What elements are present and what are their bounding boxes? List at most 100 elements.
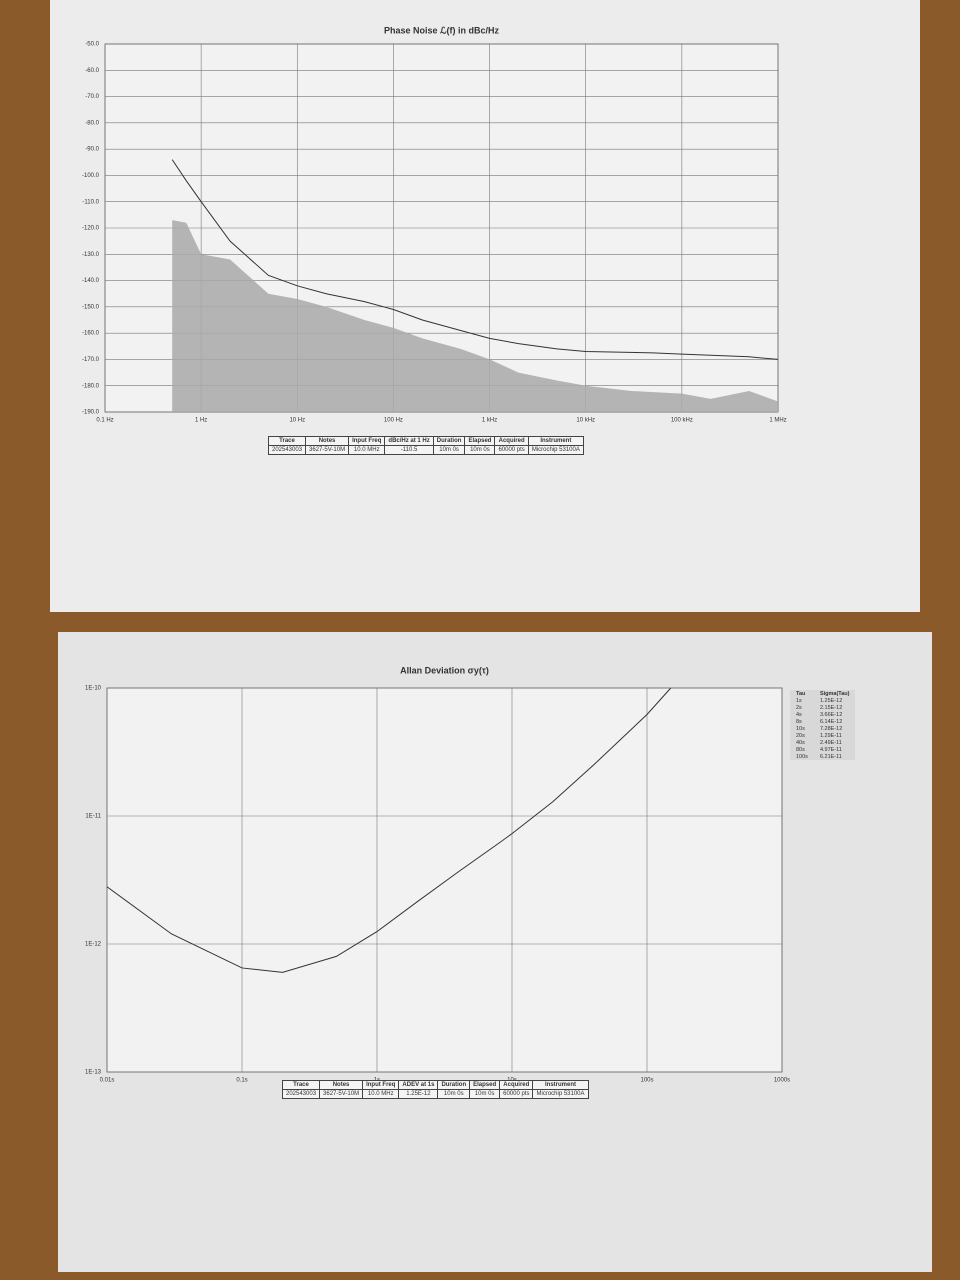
header-cell: Sigma(Tau) — [819, 690, 850, 697]
table-header: Tau Sigma(Tau) — [790, 690, 855, 697]
y-tick-label: -110.0 — [82, 199, 99, 205]
table-cell: 6.21E-11 — [819, 753, 842, 760]
table-cell: 40s — [796, 739, 805, 746]
table-cell: 3627-5V-10M — [305, 445, 350, 455]
x-tick-label: 100s — [640, 1078, 653, 1084]
y-tick-label: -170.0 — [82, 357, 100, 363]
x-tick-label: 0.01s — [100, 1078, 115, 1084]
y-tick-label: -160.0 — [82, 331, 100, 337]
table-cell: 2s — [796, 704, 802, 711]
table-row: 202543003 3627-5V-10M 10.0 MHz -110.5 10m 0s… — [267, 445, 584, 455]
table-cell: Microchip 53100A — [532, 1089, 589, 1099]
y-tick-label: 1E-12 — [85, 942, 102, 948]
data-table: Trace Notes Input Freq dBc/Hz at 1 Hz Durati… — [267, 436, 584, 455]
header-cell: Trace — [267, 436, 307, 446]
y-tick-label: -70.0 — [85, 94, 99, 100]
header-cell: Input Freq — [362, 1080, 400, 1090]
table-cell: 10m 0s — [437, 1089, 471, 1099]
x-tick-label: 10 Hz — [289, 418, 305, 424]
chart-title: Phase Noise ℒ(f) in dBc/Hz — [384, 25, 500, 35]
header-cell: Instrument — [532, 1080, 589, 1090]
header-cell: Instrument — [527, 436, 584, 446]
table-cell: 202543003 — [267, 445, 307, 455]
data-table: Trace Notes Input Freq ADEV at 1s Duration El… — [281, 1080, 589, 1099]
table-cell: 1s — [796, 697, 802, 704]
header-cell: Tau — [796, 690, 806, 697]
header-cell: Elapsed — [469, 1080, 501, 1090]
y-tick-label: 1E-11 — [85, 814, 101, 820]
y-tick-label: -90.0 — [85, 147, 99, 153]
plot-area — [106, 687, 783, 1073]
y-tick-label: -180.0 — [82, 383, 100, 389]
table-row: 20s 1.29E-11 — [790, 732, 855, 739]
x-tick-label: 1000s — [774, 1078, 790, 1084]
table-cell: 1.25E-12 — [819, 697, 843, 704]
table-row: 8s 6.14E-12 — [790, 718, 855, 725]
table-cell: 2.49E-11 — [819, 739, 842, 746]
y-tick-label: -60.0 — [85, 68, 99, 74]
chart-title: Allan Deviation σy(τ) — [400, 665, 489, 675]
table-cell: 10.0 MHz — [362, 1089, 400, 1099]
header-cell: Notes — [305, 436, 350, 446]
line — [171, 159, 779, 360]
header-cell: Elapsed — [464, 436, 496, 446]
header-cell: dBc/Hz at 1 Hz — [384, 436, 434, 446]
table-cell: 4.97E-11 — [819, 746, 842, 753]
x-tick-label: 1 Hz — [195, 418, 207, 424]
table-cell: 10m 0s — [469, 1089, 501, 1099]
table-header: Trace Notes Input Freq ADEV at 1s Duration El… — [281, 1080, 589, 1090]
y-tick-label: -130.0 — [82, 252, 100, 258]
table-row: 4s 3.66E-12 — [790, 711, 855, 718]
y-tick-label: -50.0 — [85, 42, 99, 48]
table-row: 100s 6.21E-11 — [790, 753, 855, 760]
table-cell: 202543003 — [281, 1089, 321, 1099]
y-tick-label: -190.0 — [82, 410, 100, 416]
table-cell: 6.14E-12 — [819, 718, 843, 725]
table-cell: 60000 pts — [499, 1089, 534, 1099]
y-tick-label: -80.0 — [85, 120, 99, 126]
y-tick-label: 1E-13 — [85, 1070, 102, 1076]
y-tick-label: 1E-10 — [85, 686, 102, 692]
x-tick-label: 0.1s — [236, 1078, 247, 1084]
line — [106, 687, 672, 973]
table-cell: 7.28E-12 — [819, 725, 843, 732]
table-row: 202543003 3627-5V-10M 10.0 MHz 1.25E-12 10m … — [281, 1089, 589, 1099]
header-cell: ADEV at 1s — [398, 1080, 439, 1090]
table-cell: 10.0 MHz — [348, 445, 386, 455]
header-cell: Duration — [432, 436, 466, 446]
table-row: 1s 1.25E-12 — [790, 697, 855, 704]
header-cell: Trace — [281, 1080, 321, 1090]
x-tick-label: 100 Hz — [384, 418, 403, 424]
header-cell: Notes — [319, 1080, 364, 1090]
table-cell: 10m 0s — [432, 445, 466, 455]
x-tick-label: 100 kHz — [671, 418, 693, 424]
area — [172, 220, 778, 412]
header-cell: Duration — [437, 1080, 471, 1090]
table-cell: 80s — [796, 746, 805, 753]
table-cell: -110.5 — [384, 445, 434, 455]
y-tick-label: -150.0 — [82, 304, 100, 310]
header-cell: Input Freq — [348, 436, 386, 446]
table-cell: 4s — [796, 711, 802, 718]
table-cell: Microchip 53100A — [527, 445, 584, 455]
table-header: Trace Notes Input Freq dBc/Hz at 1 Hz Durati… — [267, 436, 584, 446]
table-cell: 1.25E-12 — [398, 1089, 439, 1099]
table-row: 2s 2.15E-12 — [790, 704, 855, 711]
header-cell: Acquired — [499, 1080, 534, 1090]
data-table: Tau Sigma(Tau) 1s 1.25E-12 2s 2.15E-12 4s 3.66E… — [790, 690, 856, 760]
table-cell: 1.29E-11 — [819, 732, 842, 739]
x-tick-label: 1 MHz — [769, 418, 786, 424]
table-cell: 3627-5V-10M — [319, 1089, 364, 1099]
table-cell: 3.66E-12 — [819, 711, 843, 718]
table-cell: 10m 0s — [464, 445, 496, 455]
header-cell: Acquired — [494, 436, 529, 446]
table-cell: 8s — [796, 718, 802, 725]
table-cell: 60000 pts — [494, 445, 529, 455]
table-row: 10s 7.28E-12 — [790, 725, 855, 732]
table-row: 80s 4.97E-11 — [790, 746, 855, 753]
x-tick-label: 10 kHz — [576, 418, 595, 424]
x-tick-label: 0.1 Hz — [96, 418, 113, 424]
x-tick-label: 1 kHz — [482, 418, 497, 424]
